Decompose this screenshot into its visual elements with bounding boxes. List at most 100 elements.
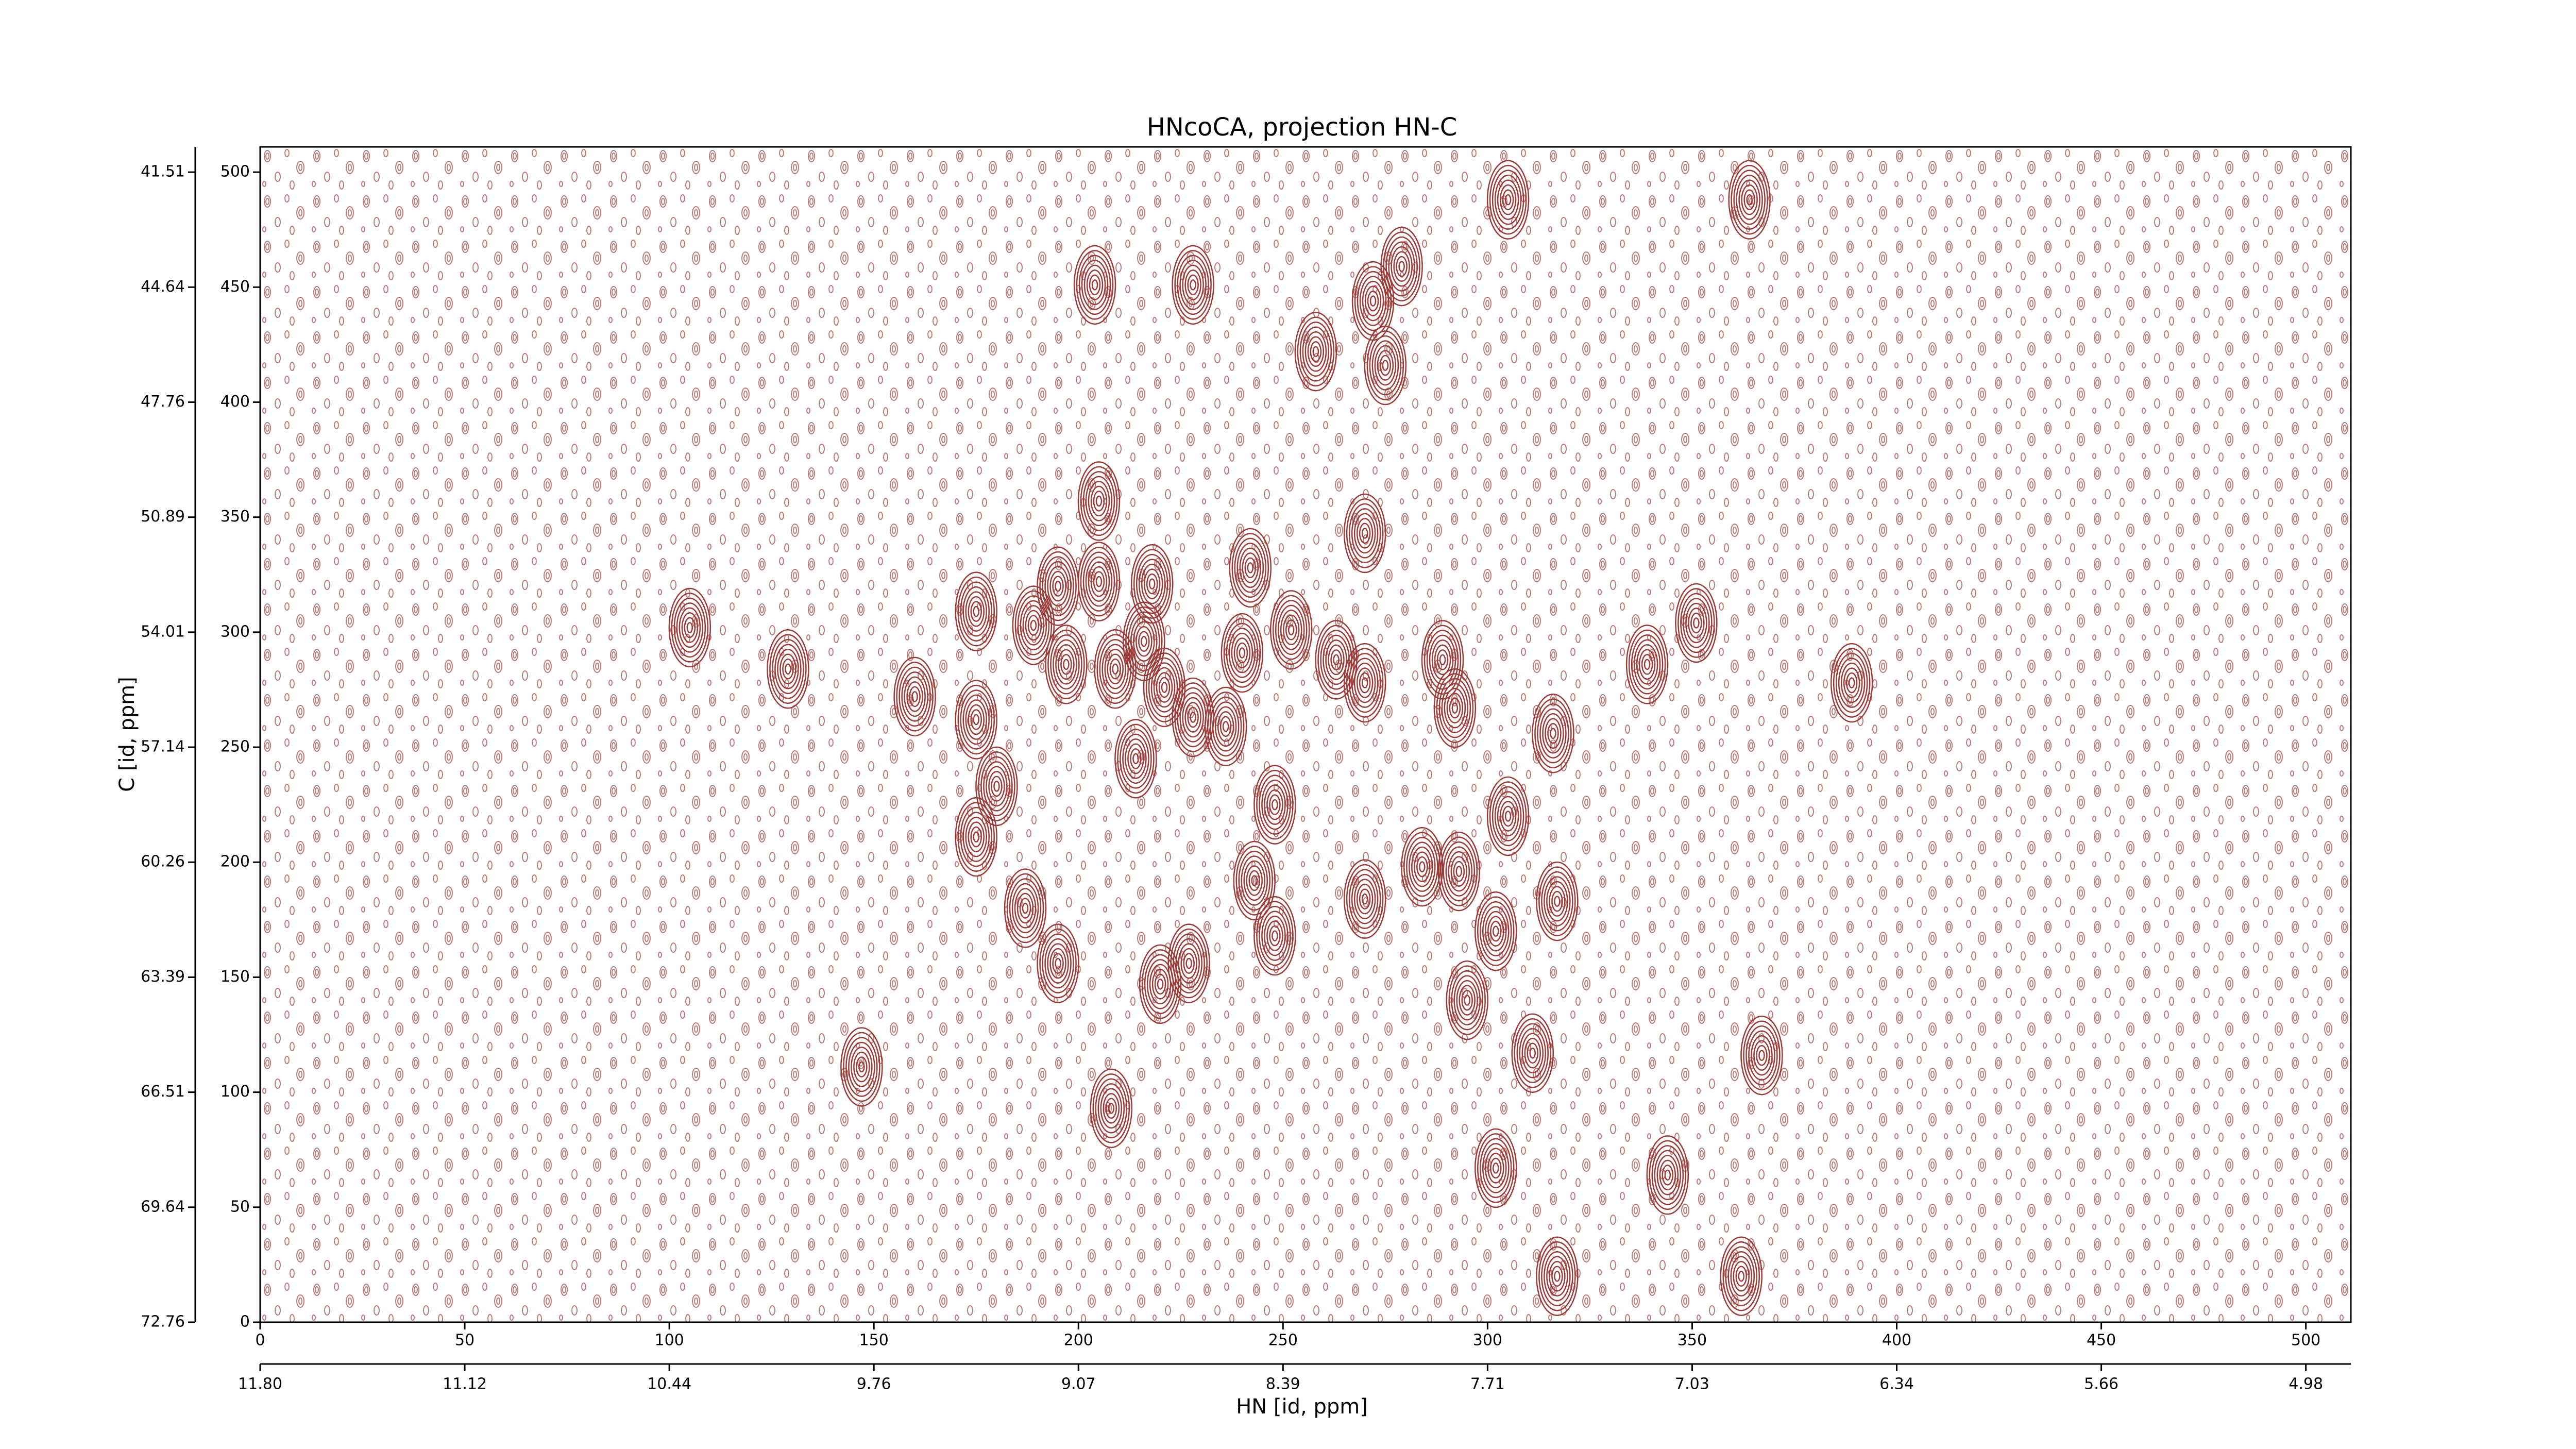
- x2-tick-label: 11.12: [443, 1375, 487, 1393]
- contour-ring: [1440, 836, 1478, 906]
- contour-ring: [1549, 1260, 1566, 1292]
- contour-ring: [782, 659, 794, 680]
- contour-ring: [1182, 697, 1204, 738]
- contour-ring: [957, 684, 995, 755]
- y2-tick-label: 63.39: [141, 968, 185, 986]
- contour-ring: [986, 766, 1008, 807]
- contour-ring: [1456, 980, 1478, 1021]
- contour-ring: [1073, 245, 1116, 325]
- x-tick-label: 150: [859, 1332, 889, 1350]
- contour-ring: [1157, 979, 1164, 990]
- contour-ring: [1136, 553, 1168, 614]
- x-tick-label: 0: [255, 1332, 265, 1350]
- contour-ring: [970, 826, 982, 848]
- contour-ring: [1117, 723, 1155, 794]
- contour-ring: [1325, 639, 1347, 680]
- contour-ring: [1549, 886, 1566, 917]
- contour-ring: [1095, 1078, 1128, 1139]
- contour-ring: [1538, 866, 1576, 936]
- contour-ring: [1529, 1047, 1536, 1059]
- contour-ring: [962, 586, 990, 637]
- contour-ring: [1037, 923, 1079, 1003]
- peak: [1625, 625, 1669, 704]
- contour-ring: [1058, 649, 1075, 680]
- contour-ring: [1019, 898, 1031, 919]
- peak: [1130, 544, 1174, 624]
- y2-tick-label: 69.64: [141, 1198, 185, 1216]
- contour-ring: [1107, 653, 1124, 685]
- contour-ring: [1544, 1251, 1571, 1302]
- contour-ring: [1743, 1020, 1781, 1090]
- contour-ring: [1047, 566, 1069, 606]
- contour-ring: [1009, 878, 1042, 938]
- contour-ring: [1244, 557, 1257, 579]
- contour-ring: [1497, 796, 1519, 837]
- contour-ring: [1085, 476, 1113, 527]
- contour-ring: [1845, 672, 1858, 694]
- peak: [1269, 590, 1313, 670]
- contour-ring: [1459, 985, 1476, 1016]
- contour-ring: [1088, 481, 1110, 521]
- y-axis-label: C [id, ppm]: [115, 677, 139, 792]
- peak: [1486, 776, 1530, 856]
- contour-ring: [1369, 335, 1402, 396]
- contour-ring: [1269, 925, 1281, 947]
- contour-ring: [1419, 861, 1426, 872]
- contour-ring: [1353, 662, 1376, 703]
- contour-ring: [1266, 789, 1283, 820]
- contour-ring: [1532, 694, 1574, 773]
- peak: [1294, 312, 1337, 392]
- contour-ring: [1078, 255, 1111, 315]
- contour-ring: [1299, 322, 1332, 382]
- contour-ring: [1090, 566, 1108, 597]
- contour-ring: [1055, 580, 1061, 592]
- contour-ring: [1148, 578, 1156, 589]
- contour-ring: [1226, 622, 1259, 683]
- contour-ring: [1251, 875, 1258, 886]
- peak: [1139, 944, 1182, 1024]
- contour-ring: [899, 666, 931, 727]
- contour-ring: [1541, 1246, 1573, 1306]
- contour-ring: [1356, 667, 1374, 698]
- contour-ring: [1464, 995, 1470, 1006]
- contour-ring: [1551, 890, 1563, 912]
- contour-ring: [1095, 495, 1103, 507]
- x2-tick-label: 5.66: [2084, 1375, 2119, 1393]
- peak: [1343, 493, 1386, 574]
- contour-ring: [1504, 194, 1512, 206]
- contour-ring: [1086, 269, 1104, 300]
- contour-ring: [1751, 1035, 1773, 1076]
- contour-ring: [1269, 794, 1281, 815]
- contour-ring: [1843, 667, 1860, 698]
- contour-ring: [1547, 723, 1559, 744]
- contour-ring: [1125, 738, 1147, 779]
- contour-ring: [962, 694, 990, 745]
- contour-ring: [1272, 595, 1310, 665]
- contour-ring: [906, 681, 923, 712]
- contour-ring: [1261, 911, 1289, 961]
- contour-ring: [1638, 649, 1656, 680]
- contour-ring: [1436, 649, 1449, 670]
- contour-ring: [1042, 556, 1074, 616]
- contour-ring: [1680, 593, 1713, 653]
- x-tick-label: 100: [654, 1332, 684, 1350]
- y-tick-label: 100: [221, 1083, 250, 1101]
- contour-ring: [1361, 893, 1368, 905]
- contour-ring: [1294, 312, 1337, 392]
- contour-ring: [1377, 350, 1394, 381]
- x-tick-label: 350: [1677, 1332, 1707, 1350]
- peak: [1123, 601, 1165, 681]
- contour-ring: [1112, 663, 1118, 675]
- contour-ring: [1039, 928, 1077, 999]
- x-tick-label: 50: [455, 1332, 474, 1350]
- contour-ring: [1277, 604, 1305, 655]
- contour-ring: [1545, 718, 1562, 749]
- contour-ring: [1362, 280, 1384, 322]
- contour-ring: [1253, 896, 1296, 976]
- contour-ring: [1431, 639, 1454, 680]
- contour-ring: [1453, 975, 1481, 1025]
- x-tick-label: 400: [1882, 1332, 1911, 1350]
- contour-ring: [1170, 928, 1208, 999]
- contour-ring: [1315, 620, 1358, 700]
- peak: [1720, 1236, 1762, 1316]
